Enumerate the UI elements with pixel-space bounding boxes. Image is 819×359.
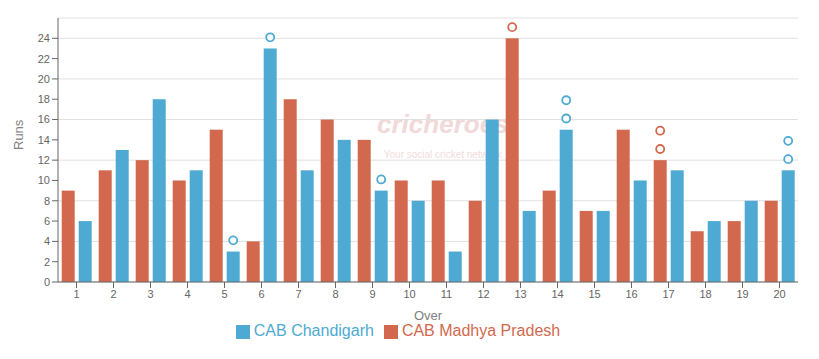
svg-text:19: 19 xyxy=(736,288,748,300)
svg-text:Over: Over xyxy=(414,308,443,323)
svg-text:20: 20 xyxy=(773,288,785,300)
svg-text:17: 17 xyxy=(662,288,674,300)
svg-text:20: 20 xyxy=(38,73,50,85)
svg-text:16: 16 xyxy=(625,288,637,300)
svg-text:22: 22 xyxy=(38,53,50,65)
svg-text:18: 18 xyxy=(699,288,711,300)
svg-text:14: 14 xyxy=(38,134,50,146)
svg-text:14: 14 xyxy=(551,288,563,300)
html-text:CAB Chandigarh: CAB Chandigarh xyxy=(253,322,374,339)
svg-text:12: 12 xyxy=(477,288,489,300)
svg-text:10: 10 xyxy=(403,288,415,300)
svg-text:18: 18 xyxy=(38,93,50,105)
svg-text:4: 4 xyxy=(184,288,190,300)
svg-text:16: 16 xyxy=(38,113,50,125)
svg-text:24: 24 xyxy=(38,32,50,44)
svg-text:3: 3 xyxy=(147,288,153,300)
svg-text:8: 8 xyxy=(332,288,338,300)
svg-text:10: 10 xyxy=(38,174,50,186)
svg-text:2: 2 xyxy=(44,256,50,268)
svg-text:7: 7 xyxy=(295,288,301,300)
svg-text:5: 5 xyxy=(221,288,227,300)
svg-text:9: 9 xyxy=(369,288,375,300)
svg-text:6: 6 xyxy=(44,215,50,227)
svg-text:15: 15 xyxy=(588,288,600,300)
svg-text:11: 11 xyxy=(441,288,452,300)
svg-text:12: 12 xyxy=(38,154,50,166)
svg-text:8: 8 xyxy=(44,195,50,207)
svg-text:6: 6 xyxy=(258,288,264,300)
svg-text:13: 13 xyxy=(514,288,526,300)
svg-text:4: 4 xyxy=(44,235,50,247)
svg-text:1: 1 xyxy=(73,288,79,300)
svg-text:Runs: Runs xyxy=(11,119,26,150)
html-text:cricheroes: cricheroes xyxy=(377,108,509,139)
svg-text:0: 0 xyxy=(44,276,50,288)
html-text:CAB Madhya Pradesh: CAB Madhya Pradesh xyxy=(401,322,561,339)
svg-text:2: 2 xyxy=(110,288,116,300)
html-text:Your social cricket network: Your social cricket network xyxy=(383,148,502,160)
